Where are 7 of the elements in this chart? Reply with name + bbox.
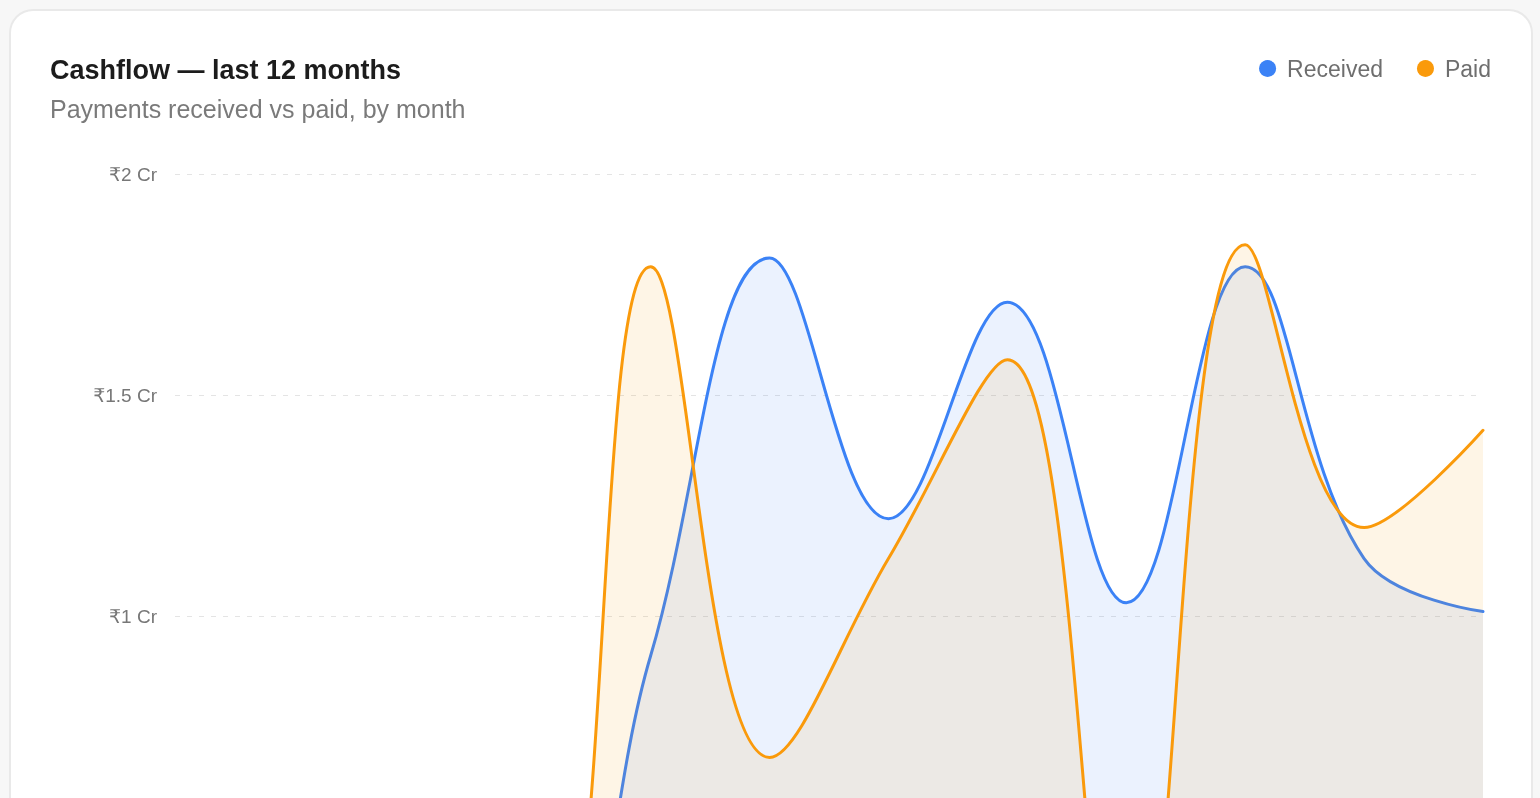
chart-title: Cashflow — last 12 months (50, 54, 402, 85)
y-tick-label: ₹1 Cr (109, 605, 158, 627)
legend-label: Received (1287, 55, 1383, 82)
y-tick-label: ₹2 Cr (109, 163, 158, 185)
chart-subtitle: Payments received vs paid, by month (50, 94, 466, 123)
y-tick-label: ₹1.5 Cr (93, 384, 158, 406)
legend-label: Paid (1444, 55, 1492, 82)
